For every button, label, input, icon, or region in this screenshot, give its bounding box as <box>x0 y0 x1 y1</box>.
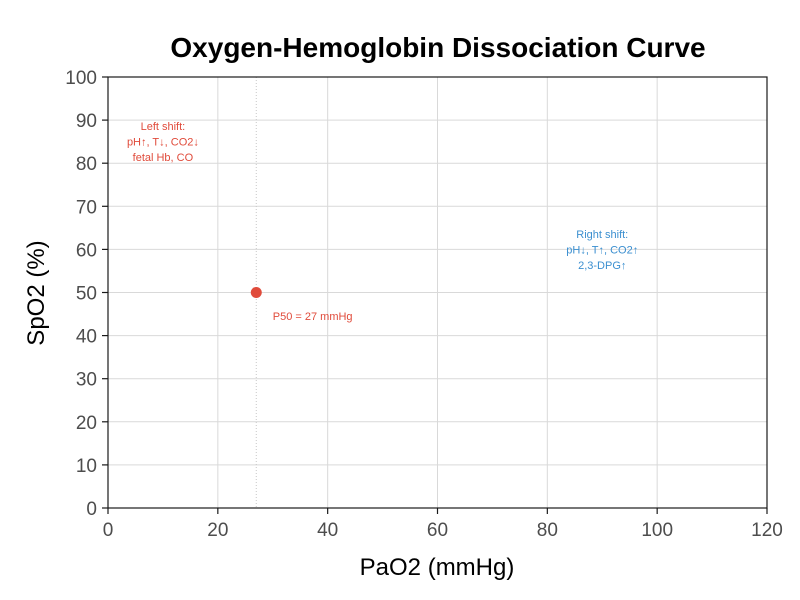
x-tick-label: 20 <box>207 520 228 541</box>
y-tick-label: 50 <box>76 284 97 305</box>
right-shift-annotation-line: pH↓, T↑, CO2↑ <box>566 244 638 256</box>
y-axis-ticks: 0 10 20 30 40 50 60 70 80 90 100 <box>65 68 108 520</box>
y-tick-label: 100 <box>65 68 97 89</box>
right-shift-annotation-line: 2,3-DPG↑ <box>578 260 626 272</box>
x-tick-label: 40 <box>317 520 338 541</box>
data-point <box>250 287 262 298</box>
x-axis-title: PaO2 (mmHg) <box>360 554 515 581</box>
x-axis-ticks: 0 20 40 60 80 100 120 <box>103 508 783 541</box>
x-tick-label: 100 <box>641 520 673 541</box>
grid <box>107 76 768 509</box>
y-tick-label: 40 <box>76 327 97 348</box>
y-tick-label: 30 <box>76 370 97 391</box>
p50-annotation-line: P50 = 27 mmHg <box>273 311 353 323</box>
y-tick-label: 70 <box>76 197 97 218</box>
y-tick-label: 60 <box>76 240 97 261</box>
x-tick-label: 80 <box>537 520 558 541</box>
y-tick-label: 10 <box>76 456 97 477</box>
y-tick-label: 80 <box>76 154 97 175</box>
y-tick-label: 0 <box>86 499 97 520</box>
annotations: P50 = 27 mmHg Left shift: pH↑, T↓, CO2↓ fet… <box>127 121 638 323</box>
left-shift-annotation-line: Left shift: <box>141 121 186 133</box>
y-tick-label: 20 <box>76 413 97 434</box>
y-axis-title: SpO2 (%) <box>23 240 50 345</box>
x-tick-label: 60 <box>427 520 448 541</box>
right-shift-annotation-line: Right shift: <box>576 229 628 241</box>
y-tick-label: 90 <box>76 111 97 132</box>
left-shift-annotation-line: pH↑, T↓, CO2↓ <box>127 137 199 149</box>
chart-title: Oxygen-Hemoglobin Dissociation Curve <box>170 32 705 63</box>
x-tick-label: 120 <box>751 520 783 541</box>
data-points <box>250 287 262 298</box>
left-shift-annotation-line: fetal Hb, CO <box>133 152 194 164</box>
x-tick-label: 0 <box>103 520 114 541</box>
